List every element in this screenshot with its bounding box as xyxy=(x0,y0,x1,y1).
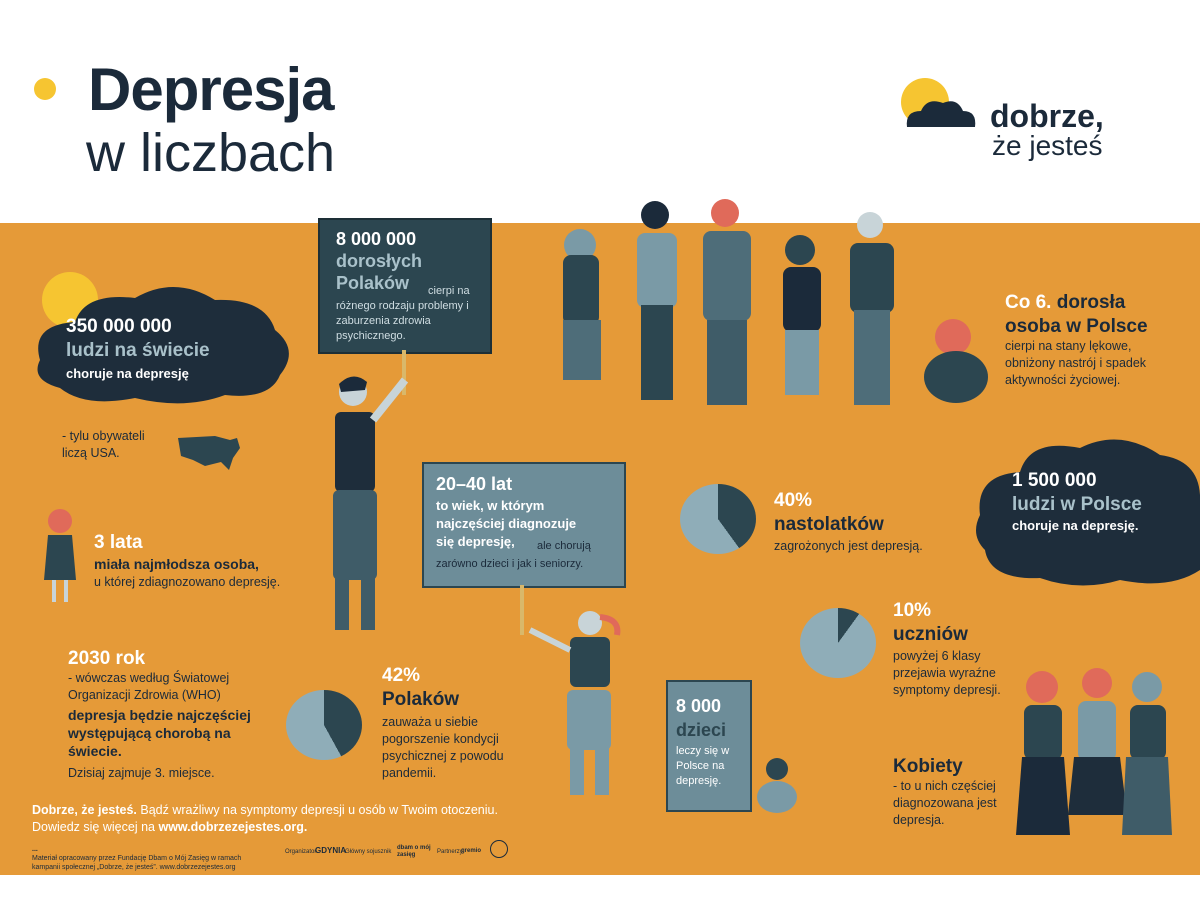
children-sign xyxy=(666,680,752,812)
adults-text: cierpi na różnego rodzaju problemy i zab… xyxy=(336,285,470,342)
poland-line2: ludzi w Polsce xyxy=(1012,494,1142,515)
every6-text: cierpi na stany lękowe, obniżony nastrój… xyxy=(1005,339,1147,387)
adults-sign xyxy=(318,218,492,354)
usa-map-icon xyxy=(178,436,240,470)
three-women-illustration xyxy=(1016,668,1172,835)
range-bold1: to wiek, w którym xyxy=(436,498,545,513)
students-text: powyżej 6 klasy przejawia wyraźne sympto… xyxy=(893,649,1001,697)
year-text2: Dzisiaj zajmuje 3. miejsce. xyxy=(68,766,215,780)
sign-pole xyxy=(520,585,524,635)
poles-pie-chart xyxy=(286,690,362,760)
world-line3: choruje na depresję xyxy=(66,366,189,381)
adults-line3: Polaków xyxy=(336,273,410,293)
children-number: 8 000 xyxy=(676,696,722,716)
children-bold: dzieci xyxy=(676,720,727,740)
women-text: - to u nich częściej diagnozowana jest d… xyxy=(893,779,997,827)
page-title: Depresja xyxy=(88,56,334,123)
footer-credits: ... Materiał opracowany przez Fundację D… xyxy=(32,846,242,871)
partner-round-logo-icon xyxy=(490,840,508,858)
brand-name-line1: dobrze, xyxy=(990,98,1104,134)
yellow-dot-icon xyxy=(34,78,56,100)
range-bold2: najczęściej diagnozuje xyxy=(436,516,577,531)
age-text: u której zdiagnozowano depresję. xyxy=(94,575,281,589)
women-bold: Kobiety xyxy=(893,756,963,777)
students-number: 10% xyxy=(893,600,932,621)
poles-text: zauważa u siebie pogorszenie kondycji ps… xyxy=(382,715,504,780)
group-of-people-illustration xyxy=(563,199,894,405)
range-text: ale chorują zarówno dzieci i jak i senio… xyxy=(436,540,591,570)
sun-cloud-logo-icon xyxy=(901,78,976,127)
world-line2: ludzi na świecie xyxy=(66,340,210,361)
students-bold: uczniów xyxy=(893,624,968,645)
footer-link[interactable]: www.dobrzezejestes.org. xyxy=(158,820,308,834)
adults-line2: dorosłych xyxy=(336,251,423,271)
teens-number: 40% xyxy=(774,490,813,511)
man-holding-sign-illustration xyxy=(333,376,409,630)
girl-holding-sign-illustration xyxy=(528,611,621,795)
age-bold: miała najmłodsza osoba, xyxy=(94,556,259,572)
year-bold: depresja będzie najczęściej występującą … xyxy=(68,707,251,759)
world-number: 350 000 000 xyxy=(66,316,172,337)
footer-message: Dobrze, że jesteś. Bądź wrażliwy na symp… xyxy=(32,803,498,834)
year-text: - wówczas według Światowej Organizacji Z… xyxy=(68,671,230,702)
teens-text: zagrożonych jest depresją. xyxy=(774,539,923,553)
adults-number: 8 000 000 xyxy=(336,229,417,249)
brand-name-line2: że jesteś xyxy=(992,130,1103,161)
every6-head1: Co 6. dorosła xyxy=(1005,292,1126,313)
sign-pole xyxy=(402,350,406,395)
students-pie-chart xyxy=(800,608,876,678)
poles-number: 42% xyxy=(382,665,421,686)
dark-cloud-shape xyxy=(37,272,289,404)
age-number: 3 lata xyxy=(94,532,143,553)
children-text: leczy się w Polsce na depresję. xyxy=(676,745,730,787)
teens-pie-chart xyxy=(680,484,756,554)
poles-bold: Polaków xyxy=(382,689,460,710)
teens-bold: nastolatków xyxy=(774,514,884,535)
range-number: 20–40 lat xyxy=(436,474,513,494)
range-bold3: się depresję, xyxy=(436,534,515,549)
small-girl-illustration xyxy=(44,509,76,602)
year-number: 2030 rok xyxy=(68,648,146,669)
sitting-child-illustration xyxy=(757,758,797,813)
page-subtitle: w liczbach xyxy=(86,123,336,183)
poland-number: 1 500 000 xyxy=(1012,470,1097,491)
poland-line3: choruje na depresję. xyxy=(1012,518,1139,533)
dark-cloud-shape xyxy=(976,439,1200,586)
sitting-person-illustration xyxy=(924,319,988,403)
every6-head2: osoba w Polsce xyxy=(1005,316,1148,337)
world-note: - tylu obywateli liczą USA. xyxy=(62,429,145,460)
range-sign xyxy=(422,462,626,588)
